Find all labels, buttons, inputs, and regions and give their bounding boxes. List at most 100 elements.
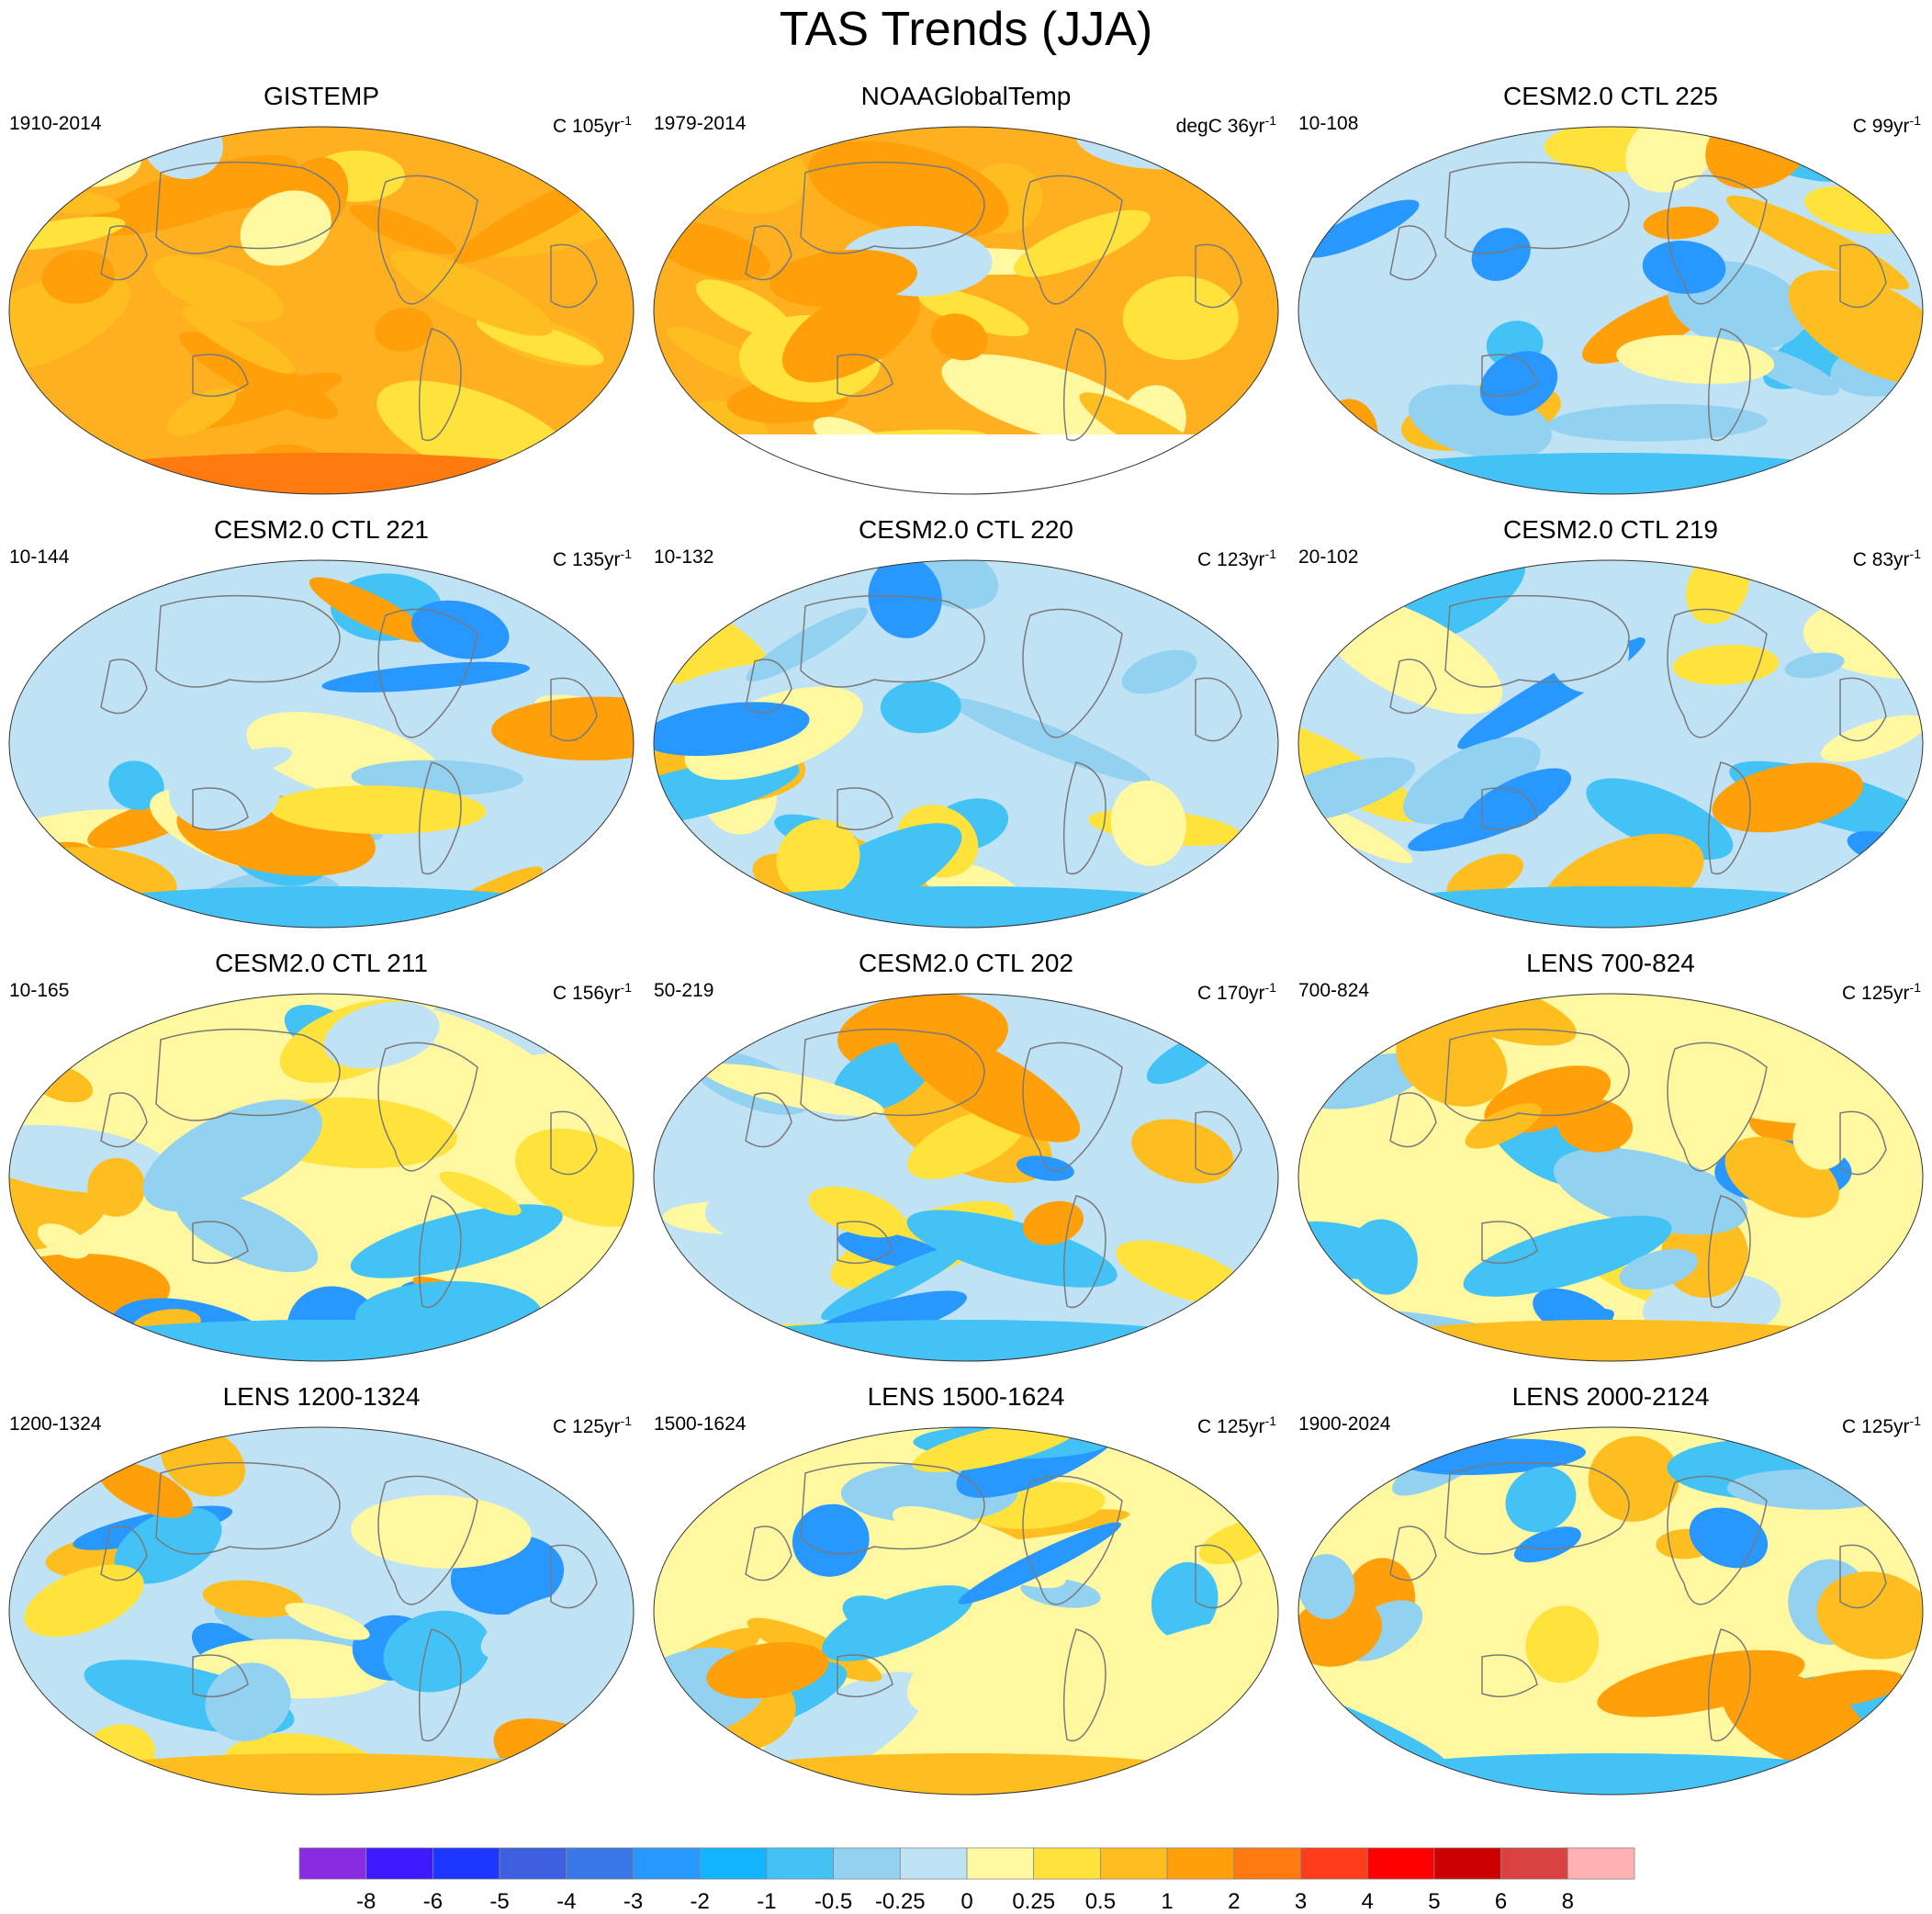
anomaly-region xyxy=(323,1001,440,1069)
anomaly-region xyxy=(958,1522,1121,1604)
map-outline xyxy=(8,993,635,1362)
anomaly-region xyxy=(1548,611,1630,693)
coastline xyxy=(1022,175,1123,305)
colorbar-tick-label: -8 xyxy=(356,1889,376,1914)
map-panel: GISTEMP 1910-2014 C 105yr-1 xyxy=(0,81,643,512)
panel-title: CESM2.0 CTL 202 xyxy=(859,949,1073,977)
anomaly-region xyxy=(1479,351,1558,416)
coastline xyxy=(418,1195,462,1309)
colorbar-tick-label: -5 xyxy=(489,1889,509,1914)
colorbar-swatch xyxy=(966,1847,1035,1880)
colorbar-swatch xyxy=(432,1847,500,1880)
panel-title: CESM2.0 CTL 225 xyxy=(1503,82,1718,110)
coastline xyxy=(418,761,462,875)
coastline xyxy=(1707,328,1751,442)
coastline xyxy=(745,225,792,281)
anomaly-region xyxy=(1396,1015,1508,1107)
map-panel: CESM2.0 CTL 220 10-132 C 123yr-1 xyxy=(645,514,1287,946)
map-outline xyxy=(653,126,1279,495)
world-map xyxy=(653,559,1279,929)
coastline xyxy=(800,1028,985,1121)
anomaly-region xyxy=(390,251,554,336)
figure-title: TAS Trends (JJA) xyxy=(779,3,1153,56)
coastline xyxy=(550,1544,598,1609)
anomaly-region xyxy=(1553,1147,1747,1235)
anomaly-region xyxy=(776,818,860,898)
anomaly-region xyxy=(1463,1215,1672,1297)
anomaly-region xyxy=(350,1204,563,1278)
coastline xyxy=(800,1461,985,1555)
coastline xyxy=(1389,1092,1437,1148)
colorbar-tick-label: 4 xyxy=(1362,1889,1374,1914)
panel-period-label: 10-165 xyxy=(9,980,70,1001)
world-map xyxy=(653,126,1279,495)
anomaly-region xyxy=(769,249,918,308)
anomaly-region xyxy=(1151,1561,1219,1640)
anomaly-region xyxy=(1784,652,1845,679)
coastline xyxy=(1839,1110,1887,1176)
colorbar-tick-label: -1 xyxy=(757,1889,776,1914)
panel-title: LENS 700-824 xyxy=(1526,949,1695,977)
panel-period-label: 700-824 xyxy=(1298,980,1370,1001)
anomaly-region xyxy=(907,1108,1027,1179)
anomaly-region xyxy=(1022,1200,1084,1245)
anomaly-region xyxy=(782,284,921,383)
anomaly-region xyxy=(46,886,597,928)
colorbar-tick-label: -6 xyxy=(423,1889,443,1914)
coastline xyxy=(1195,1544,1242,1609)
anomaly-region xyxy=(169,754,281,831)
colorbar-tick-label: -4 xyxy=(556,1889,576,1914)
anomaly-region xyxy=(1672,645,1780,685)
anomaly-region xyxy=(808,1187,906,1238)
colorbar-swatch xyxy=(1433,1847,1502,1880)
coastline xyxy=(837,787,893,831)
coastline xyxy=(1444,1461,1630,1555)
coastline xyxy=(192,787,249,831)
coastline xyxy=(377,608,478,738)
colorbar-swatch xyxy=(699,1847,768,1880)
coastline xyxy=(745,1092,792,1148)
coastline xyxy=(1444,594,1630,688)
coastline xyxy=(100,225,148,281)
colorbar-swatch xyxy=(1567,1847,1635,1880)
panel-unit-label: degC 36yr-1 xyxy=(1175,113,1276,137)
anomaly-region xyxy=(46,453,597,494)
anomaly-region xyxy=(439,1171,522,1216)
anomaly-region xyxy=(156,575,278,644)
coastline xyxy=(377,175,478,305)
anomaly-region xyxy=(691,1320,1241,1361)
anomaly-region xyxy=(1471,228,1531,281)
map-panel: CESM2.0 CTL 219 20-102 C 83yr-1 xyxy=(1289,514,1932,946)
panel-unit-label: C 125yr-1 xyxy=(1842,1413,1921,1437)
anomaly-region xyxy=(1465,1103,1542,1149)
coastline xyxy=(155,1461,341,1555)
coastline xyxy=(745,1526,792,1582)
anomaly-region xyxy=(142,1099,322,1212)
colorbar-swatch xyxy=(1366,1847,1435,1880)
coastline xyxy=(1022,608,1123,738)
anomaly-region xyxy=(1298,1427,1422,1462)
anomaly-region xyxy=(240,190,331,266)
anomaly-region xyxy=(41,249,115,304)
anomaly-region xyxy=(351,1495,532,1569)
anomaly-region xyxy=(87,1157,146,1217)
coastline xyxy=(377,1041,478,1172)
anomaly-region xyxy=(1525,1605,1600,1683)
panel-period-label: 1979-2014 xyxy=(654,113,747,134)
map-outline xyxy=(1297,559,1924,929)
colorbar-swatch xyxy=(766,1847,835,1880)
panel-title: CESM2.0 CTL 211 xyxy=(215,949,428,977)
panel-unit-label: C 125yr-1 xyxy=(1842,980,1921,1004)
anomaly-region xyxy=(1402,737,1541,825)
coastline xyxy=(550,677,598,742)
coastline xyxy=(800,161,985,254)
coastline xyxy=(1707,761,1751,875)
anomaly-region xyxy=(1616,334,1775,385)
map-outline xyxy=(8,559,635,929)
colorbar-tick-label: -2 xyxy=(691,1889,710,1914)
panel-unit-label: C 125yr-1 xyxy=(1197,1413,1276,1437)
anomaly-region xyxy=(821,1245,966,1321)
anomaly-region xyxy=(706,1641,829,1699)
coastline xyxy=(550,243,598,309)
anomaly-region xyxy=(1725,195,1910,290)
